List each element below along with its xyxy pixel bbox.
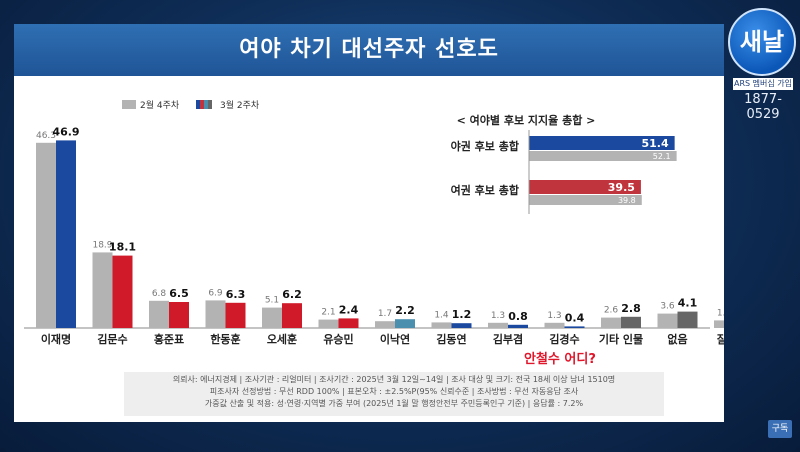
value-label-previous: 1.3 — [547, 311, 561, 321]
value-label-current: 46.9 — [52, 125, 79, 138]
bar-previous — [657, 313, 678, 328]
value-label-previous: 2.6 — [604, 306, 619, 316]
inset-title: < 여야별 후보 지지율 총합 > — [457, 113, 596, 127]
inset-value-current: 39.5 — [608, 181, 635, 194]
value-label-previous: 1.7 — [378, 309, 392, 319]
inset-bar-current — [529, 180, 641, 194]
source-line: 의뢰사: 에너지경제 | 조사기관 : 리얼미터 | 조사기간 : 2025년 … — [172, 375, 616, 384]
value-label-previous: 2.1 — [321, 308, 335, 318]
value-label-current: 18.1 — [109, 241, 136, 254]
chart-card — [14, 24, 724, 422]
legend-swatch-current — [204, 100, 208, 109]
bar-previous — [544, 322, 565, 328]
legend-swatch-current — [196, 100, 200, 109]
value-label-previous: 1.9 — [717, 308, 724, 318]
inset-value-previous: 52.1 — [653, 152, 671, 161]
bar-previous — [375, 321, 395, 328]
source-line: 가중값 산출 및 적용: 성·연령·지역별 가중 부여 (2025년 1월 말 … — [204, 399, 584, 408]
bar-previous — [149, 300, 169, 328]
value-label-previous: 1.3 — [491, 311, 505, 321]
bar-current — [451, 323, 472, 328]
category-label: 이낙연 — [380, 332, 410, 346]
bar-previous — [488, 322, 508, 328]
value-label-previous: 5.1 — [265, 296, 279, 306]
category-label: 오세훈 — [267, 332, 297, 346]
legend-swatch-previous — [122, 100, 136, 109]
category-label: 잘 모름 — [717, 333, 724, 346]
inset-bar-previous — [529, 195, 642, 205]
value-label-previous: 3.6 — [660, 302, 675, 312]
value-label-current: 1.2 — [452, 308, 472, 321]
value-label-current: 2.2 — [395, 304, 415, 317]
category-label: 김부겸 — [493, 333, 523, 346]
inset-bar-current — [529, 136, 675, 150]
bar-current — [112, 255, 133, 328]
bar-previous — [205, 300, 226, 328]
legend-swatch-current — [200, 100, 204, 109]
bar-current — [621, 316, 641, 328]
channel-logo: 새날 — [728, 8, 796, 76]
bar-previous — [431, 322, 452, 328]
bar-previous — [318, 319, 339, 328]
bar-current — [338, 318, 359, 328]
ars-phone-number: 1877-0529 — [744, 92, 782, 122]
value-label-current: 2.8 — [621, 302, 641, 315]
legend-swatch-current — [208, 100, 212, 109]
bar-previous — [92, 252, 113, 328]
bar-current — [282, 303, 302, 328]
value-label-previous: 6.8 — [152, 289, 167, 299]
value-label-previous: 6.9 — [208, 288, 223, 298]
legend-label-previous: 2월 4주차 — [140, 99, 180, 111]
bar-current — [56, 140, 76, 328]
candidate-bar-chart: 2월 4주차 3월 2주차 46.346.9 이재명 18.918.1 김문수 6.8 6.5… — [24, 99, 724, 346]
inset-category-label: 여권 후보 총합 — [451, 183, 519, 197]
value-label-previous: 1.4 — [434, 310, 449, 320]
value-label-current: 0.8 — [508, 310, 528, 323]
value-label-current: 6.3 — [226, 288, 246, 301]
bar-previous — [36, 142, 56, 328]
inset-value-current: 51.4 — [641, 137, 668, 150]
ars-membership-label: ARS 멤버십 가입 — [733, 78, 793, 90]
category-label: 김동연 — [436, 332, 466, 346]
bar-current — [677, 311, 698, 328]
legend-label-current: 3월 2주차 — [220, 99, 260, 111]
bar-current — [564, 326, 585, 328]
inset-bar-previous — [529, 151, 677, 161]
inset-category-label: 야권 후보 총합 — [451, 139, 519, 153]
bar-current — [395, 319, 415, 328]
inset-value-previous: 39.8 — [618, 196, 636, 205]
value-label-current: 2.4 — [339, 303, 359, 316]
chart-title: 여야 차기 대선주자 선호도 — [14, 24, 724, 76]
category-label: 없음 — [667, 333, 687, 346]
value-label-previous: 46.3 — [36, 131, 56, 141]
subscribe-button[interactable]: 구독 — [768, 420, 792, 438]
bar-current — [508, 324, 528, 328]
bar-current — [169, 302, 189, 328]
category-label: 한동훈 — [210, 332, 240, 346]
value-label-current: 0.4 — [565, 311, 585, 324]
source-line: 피조사자 선정방법 : 무선 RDD 100% | 표본오차 : ±2.5%P(… — [209, 387, 579, 396]
value-label-previous: 18.9 — [92, 240, 112, 250]
annotation-note: 안철수 어디? — [524, 352, 596, 367]
bar-previous — [262, 307, 282, 328]
value-label-current: 6.2 — [282, 288, 302, 301]
bar-previous — [714, 320, 724, 328]
category-label: 김경수 — [549, 332, 579, 346]
survey-source-box: 의뢰사: 에너지경제 | 조사기관 : 리얼미터 | 조사기간 : 2025년 … — [124, 372, 664, 416]
category-label: 홍준표 — [154, 332, 184, 346]
category-label: 기타 인물 — [599, 332, 643, 346]
category-label: 이재명 — [41, 332, 71, 346]
value-label-current: 6.5 — [169, 287, 189, 300]
category-label: 김문수 — [97, 333, 127, 346]
bar-previous — [601, 317, 621, 328]
category-label: 유승민 — [323, 332, 353, 346]
bar-current — [225, 302, 246, 328]
value-label-current: 4.1 — [678, 297, 698, 310]
